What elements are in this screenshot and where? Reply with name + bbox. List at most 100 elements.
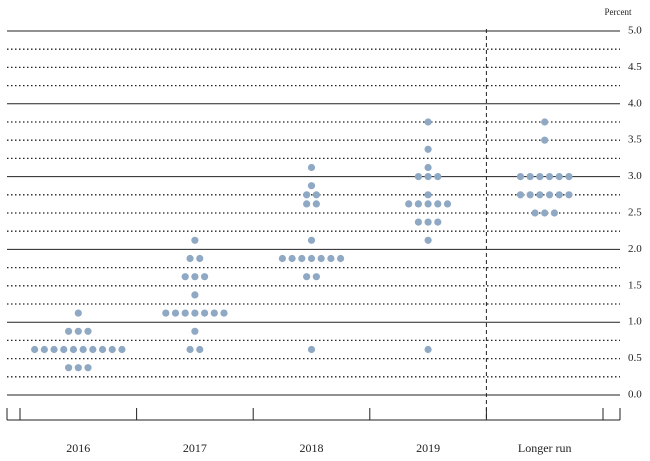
dot [303, 191, 311, 199]
dot [516, 173, 525, 181]
x-tick-label: 2019 [416, 441, 440, 455]
dot [424, 191, 432, 199]
dot [60, 345, 68, 354]
y-tick-label: 3.5 [628, 134, 642, 146]
y-tick-label: 3.0 [628, 170, 642, 182]
y-tick-label: 4.5 [628, 61, 642, 73]
dot [414, 200, 422, 208]
dot [526, 191, 534, 199]
x-tick-label: 2018 [300, 441, 324, 455]
dot [74, 309, 82, 317]
dot [541, 136, 549, 144]
dot [186, 254, 194, 263]
dot [536, 173, 544, 181]
dot [424, 145, 432, 153]
dot [414, 173, 422, 181]
dot [307, 236, 316, 244]
dot [201, 309, 209, 317]
y-tick-label: 0.0 [628, 389, 642, 401]
dot [565, 173, 573, 181]
dot [298, 254, 306, 263]
dot [74, 364, 82, 372]
dot [31, 345, 39, 354]
dot [337, 254, 345, 263]
y-tick-label: 1.0 [628, 316, 642, 328]
dot [84, 327, 92, 335]
dot [424, 173, 432, 181]
dot [278, 254, 286, 263]
dot [210, 309, 218, 317]
dot [434, 173, 442, 181]
y-tick-label: 0.5 [628, 352, 642, 364]
dot [181, 273, 189, 281]
dot [186, 345, 194, 354]
dot [84, 364, 92, 372]
dot [307, 163, 316, 172]
dot [79, 345, 87, 354]
dot [327, 254, 335, 263]
dot [545, 191, 554, 199]
dot [191, 291, 199, 299]
dot [443, 200, 452, 208]
dot [541, 118, 549, 126]
dot [424, 118, 432, 126]
dot [50, 345, 58, 354]
dot [303, 200, 311, 208]
dot [424, 200, 432, 208]
dot [89, 345, 97, 354]
dot [555, 191, 563, 199]
dot [531, 209, 539, 217]
dot [288, 254, 296, 263]
dot [541, 209, 549, 217]
y-tick-label: 4.0 [628, 97, 642, 109]
dot [312, 200, 320, 208]
y-axis-label: Percent [605, 7, 632, 17]
dot [74, 327, 82, 335]
y-tick-label: 2.0 [628, 243, 642, 255]
dot [108, 345, 116, 354]
dot [555, 173, 563, 181]
dot [191, 327, 199, 335]
dot [191, 236, 199, 244]
dot [65, 327, 73, 335]
dot [565, 191, 573, 199]
dot [303, 273, 311, 281]
dot [98, 345, 107, 354]
dot [424, 218, 432, 226]
dot [434, 218, 442, 226]
dot [307, 182, 316, 190]
dot [526, 173, 534, 181]
dot [550, 209, 559, 217]
dot [312, 273, 320, 281]
x-tick-label: Longer run [518, 441, 572, 455]
dot [69, 345, 78, 354]
dot [545, 173, 554, 181]
dot [196, 254, 204, 263]
dot [40, 345, 48, 354]
x-tick-label: 2016 [66, 441, 90, 455]
dot [162, 309, 170, 317]
dot [424, 345, 432, 354]
dot [307, 254, 316, 263]
dot [424, 163, 432, 172]
dot [414, 218, 422, 226]
dot [201, 273, 209, 281]
dot [312, 191, 320, 199]
dot [405, 200, 413, 208]
dot [307, 345, 316, 354]
dot [65, 364, 73, 372]
y-tick-label: 5.0 [628, 25, 642, 37]
x-tick-label: 2017 [183, 441, 207, 455]
y-tick-label: 1.5 [628, 279, 642, 291]
dot [434, 200, 442, 208]
dot [536, 191, 544, 199]
dot [181, 309, 189, 317]
dot [171, 309, 180, 317]
dot [196, 345, 204, 354]
dot [424, 236, 432, 244]
dot [220, 309, 228, 317]
dot [118, 345, 126, 354]
y-tick-label: 2.5 [628, 207, 642, 219]
dot [191, 273, 199, 281]
